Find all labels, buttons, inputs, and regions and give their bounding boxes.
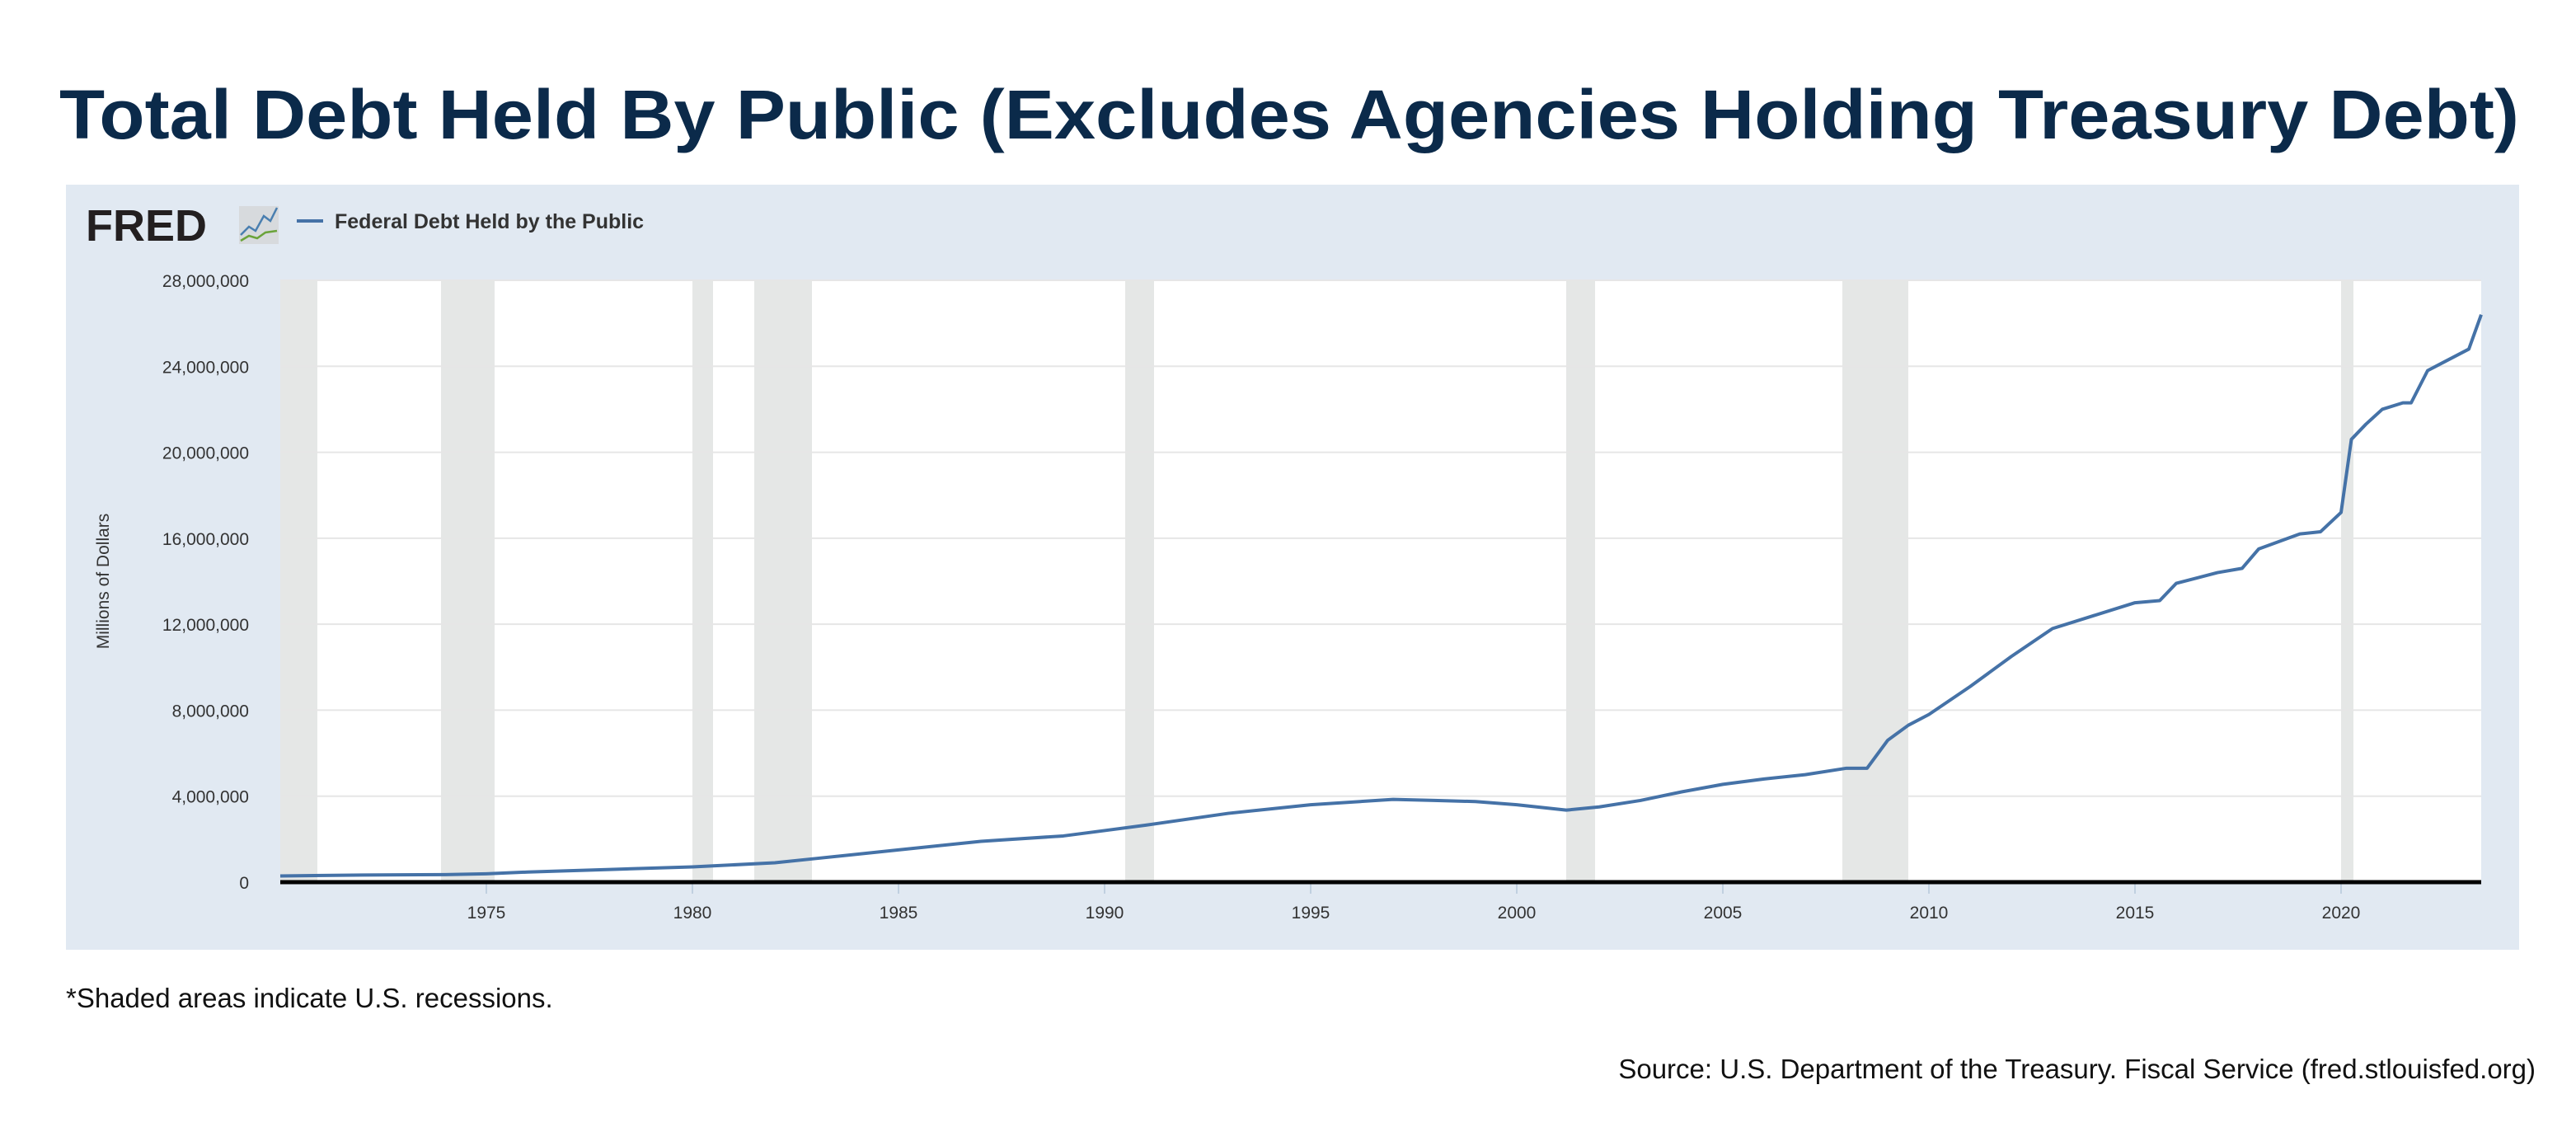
x-tick-label: 1975: [467, 904, 506, 923]
y-tick-label: 24,000,000: [162, 358, 249, 377]
recession-band: [280, 280, 317, 882]
recession-band: [1125, 280, 1154, 882]
x-tick-label: 1985: [880, 904, 918, 923]
x-tick-label: 2000: [1498, 904, 1537, 923]
y-tick-label: 20,000,000: [162, 444, 249, 463]
x-tick-label: 1990: [1086, 904, 1124, 923]
recession-band: [754, 280, 812, 882]
x-tick-label: 2015: [2116, 904, 2155, 923]
recession-band: [1566, 280, 1595, 882]
y-tick-label: 8,000,000: [172, 702, 249, 721]
source-note: Source: U.S. Department of the Treasury.…: [1618, 1054, 2536, 1084]
x-tick-label: 1995: [1292, 904, 1330, 923]
plot-background: [280, 280, 2481, 882]
recession-band: [2341, 280, 2353, 882]
recession-band: [1842, 280, 1908, 882]
fred-logo-text: FRED: [86, 201, 207, 251]
x-tick-label: 1980: [673, 904, 712, 923]
y-tick-label: 0: [239, 874, 249, 893]
y-tick-label: 12,000,000: [162, 616, 249, 635]
recession-band: [441, 280, 495, 882]
recession-band: [692, 280, 713, 882]
y-axis-label: Millions of Dollars: [94, 514, 113, 650]
plot-area: 0 4,000,000 8,000,000 12,000,000 16,000,000 2…: [162, 272, 2481, 923]
y-tick-label: 16,000,000: [162, 530, 249, 549]
x-tick-label: 2020: [2322, 904, 2361, 923]
y-tick-label: 4,000,000: [172, 788, 249, 807]
recession-footnote: *Shaded areas indicate U.S. recessions.: [66, 983, 553, 1013]
y-tick-label: 28,000,000: [162, 272, 249, 291]
legend-label: Federal Debt Held by the Public: [335, 210, 644, 233]
x-tick-label: 2010: [1910, 904, 1949, 923]
x-tick-label: 2005: [1704, 904, 1743, 923]
fred-logo: FRED: [86, 201, 279, 251]
page-title: Total Debt Held By Public (Excludes Agen…: [59, 76, 2519, 153]
